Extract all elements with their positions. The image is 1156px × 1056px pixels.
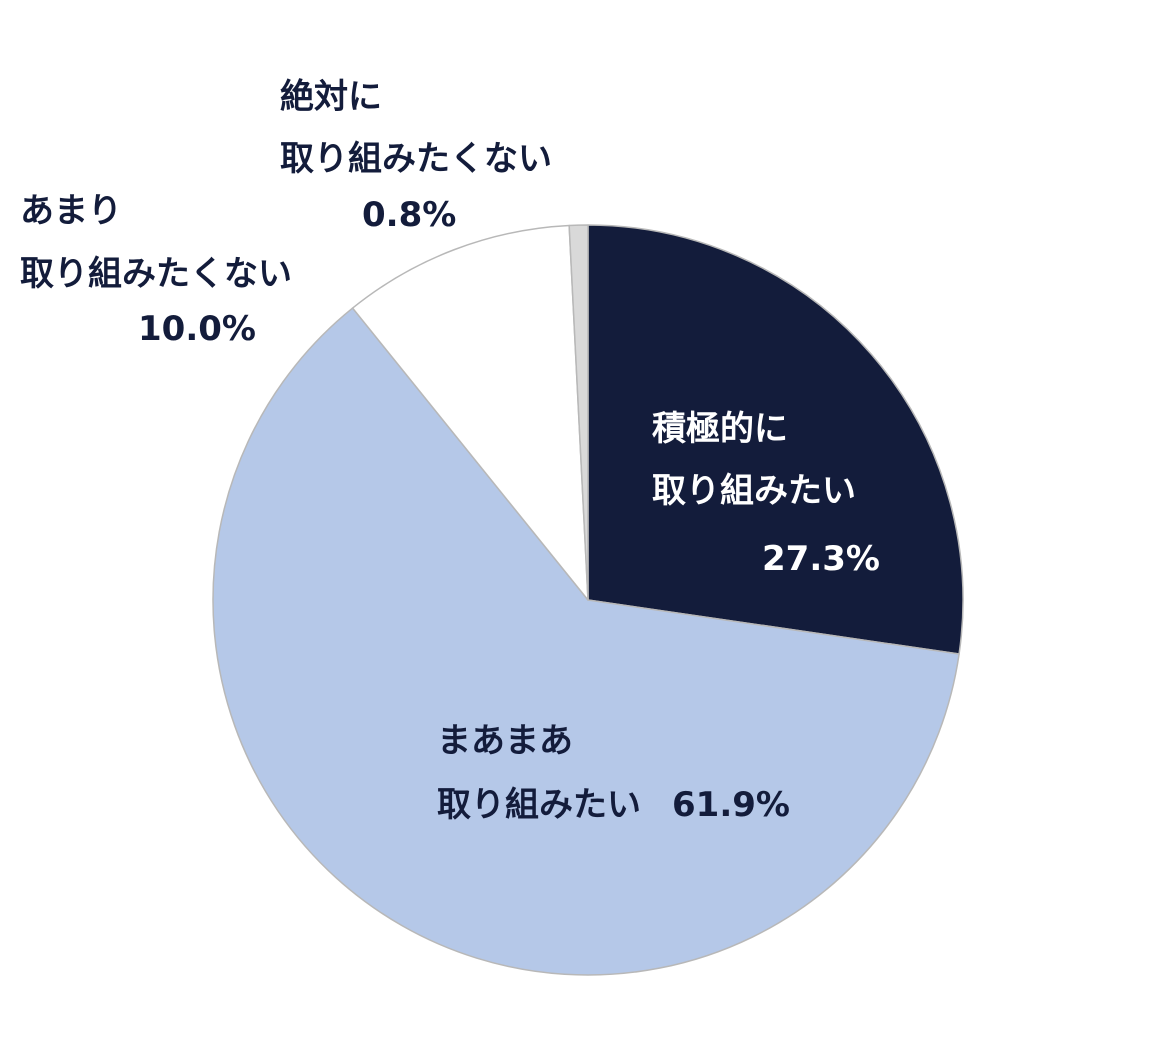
slice-label-maamaa-line2: 取り組みたい — [437, 785, 641, 825]
slice-label-zettai: 絶対に 取り組みたくない 0.8% — [280, 77, 564, 235]
slice-zettai — [568, 224, 589, 601]
slice-value-zettai: 0.8% — [362, 195, 456, 235]
slice-label-maamaa-line1: まあまあ — [437, 721, 573, 761]
slice-label-sekkyokuteki-line2: 取り組みたい — [652, 471, 856, 511]
slice-label-sekkyokuteki: 積極的に 取り組みたい 27.3% — [652, 409, 880, 579]
slice-label-amari: あまり 取り組みたくない 10.0% — [20, 191, 304, 349]
slice-value-amari: 10.0% — [138, 309, 256, 349]
slice-value-maamaa: 61.9% — [672, 785, 790, 825]
slice-label-sekkyokuteki-line1: 積極的に — [652, 409, 788, 449]
slice-value-sekkyokuteki: 27.3% — [762, 539, 880, 579]
slice-label-zettai-line1: 絶対に — [280, 77, 382, 117]
slice-label-maamaa: まあまあ 取り組みたい 61.9% — [437, 721, 790, 825]
slice-label-amari-line1: あまり — [20, 191, 122, 231]
pie-slices — [212, 224, 964, 976]
slice-amari — [351, 224, 589, 601]
slice-maamaa — [212, 307, 960, 976]
slice-label-amari-line2: 取り組みたくない — [20, 254, 292, 294]
slice-sekkyokuteki — [587, 224, 964, 655]
slice-label-zettai-line2: 取り組みたくない — [280, 139, 552, 179]
